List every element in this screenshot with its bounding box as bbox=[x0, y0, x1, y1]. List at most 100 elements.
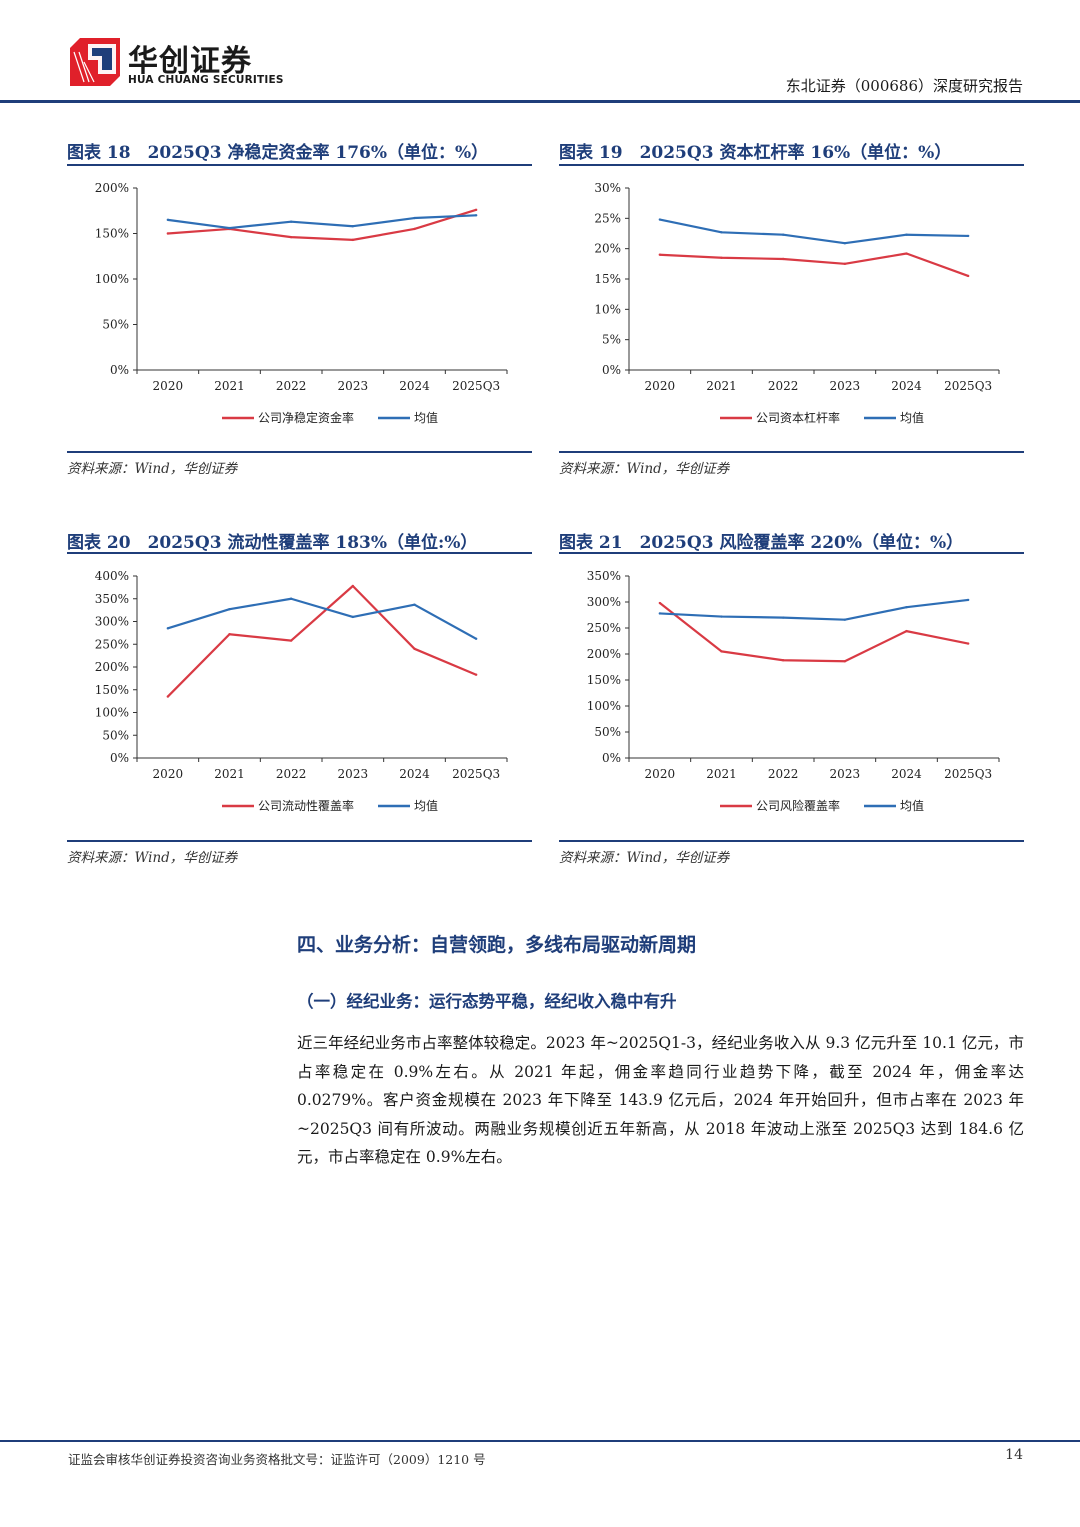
y-tick-label: 150% bbox=[95, 227, 129, 241]
chart-title: 图表 18 2025Q3 净稳定资金率 176%（单位：%） bbox=[67, 143, 489, 163]
data-point bbox=[474, 208, 478, 212]
x-tick-label: 2020 bbox=[153, 379, 184, 393]
header-divider bbox=[0, 100, 1080, 103]
y-tick-label: 100% bbox=[587, 699, 621, 713]
data-point bbox=[289, 220, 293, 223]
x-tick-label: 2022 bbox=[768, 767, 799, 781]
x-tick-label: 2025Q3 bbox=[944, 767, 992, 781]
chart-source: 资料来源：Wind，华创证券 bbox=[559, 850, 730, 866]
series-line-average bbox=[659, 598, 969, 621]
data-point bbox=[781, 659, 785, 662]
series-line-company bbox=[659, 602, 969, 663]
series-line-average bbox=[659, 218, 969, 245]
x-tick-label: 2023 bbox=[830, 767, 861, 781]
y-tick-label: 300% bbox=[587, 595, 621, 609]
logo-chinese-name: 华创证券 bbox=[128, 44, 252, 79]
data-point bbox=[413, 647, 416, 650]
data-point bbox=[905, 629, 908, 633]
y-tick-label: 50% bbox=[594, 725, 621, 739]
series-line-company bbox=[167, 208, 477, 241]
x-tick-label: 2024 bbox=[399, 767, 430, 781]
y-tick-label: 200% bbox=[95, 181, 129, 195]
data-point bbox=[720, 615, 723, 618]
x-tick-label: 2025Q3 bbox=[452, 767, 500, 781]
x-tick-label: 2021 bbox=[214, 379, 245, 393]
y-tick-label: 300% bbox=[95, 615, 129, 629]
data-point bbox=[351, 238, 355, 242]
x-tick-label: 2025Q3 bbox=[944, 379, 992, 393]
chart-title: 图表 19 2025Q3 资本杠杆率 16%（单位：%） bbox=[559, 143, 952, 163]
x-tick-label: 2022 bbox=[276, 767, 307, 781]
chart-title-divider bbox=[67, 164, 532, 166]
y-tick-label: 0% bbox=[110, 751, 129, 765]
data-point bbox=[228, 633, 231, 636]
data-point bbox=[966, 642, 970, 645]
legend-label: 公司资本杠杆率 bbox=[756, 410, 840, 425]
data-point bbox=[966, 234, 970, 238]
series-line-average bbox=[167, 597, 477, 640]
legend-label: 公司净稳定资金率 bbox=[258, 410, 354, 425]
data-point bbox=[413, 603, 416, 606]
report-title: 东北证券（000686）深度研究报告 bbox=[785, 77, 1023, 95]
x-tick-label: 2020 bbox=[645, 379, 676, 393]
data-point bbox=[166, 232, 170, 235]
chart-19-plot: 0% 5% 10% 15% 20% 25% 30% 2020 2021 2022 2023 2024 2… bbox=[594, 181, 1000, 425]
chart-title: 图表 21 2025Q3 风险覆盖率 220%（单位：%） bbox=[559, 533, 964, 553]
legend-label: 均值 bbox=[900, 798, 924, 813]
legend-label: 公司风险覆盖率 bbox=[756, 798, 840, 813]
body-paragraph: 近三年经纪业务市占率整体较稳定。2023 年~2025Q1-3，经纪业务收入从 … bbox=[297, 1034, 1024, 1166]
data-point bbox=[228, 608, 231, 611]
legend-label: 均值 bbox=[900, 410, 924, 425]
data-point bbox=[658, 601, 662, 605]
y-tick-label: 400% bbox=[95, 569, 129, 583]
data-point bbox=[166, 627, 170, 630]
x-tick-label: 2020 bbox=[645, 767, 676, 781]
y-tick-label: 0% bbox=[602, 363, 621, 377]
x-tick-label: 2025Q3 bbox=[452, 379, 500, 393]
x-tick-label: 2021 bbox=[706, 379, 737, 393]
data-point bbox=[474, 673, 478, 676]
data-point bbox=[843, 242, 847, 245]
x-tick-label: 2021 bbox=[706, 767, 737, 781]
y-tick-label: 150% bbox=[95, 683, 129, 697]
y-tick-label: 350% bbox=[587, 569, 621, 583]
x-tick-label: 2021 bbox=[214, 767, 245, 781]
section-heading: 四、业务分析：自营领跑，多线布局驱动新周期 bbox=[297, 934, 697, 956]
data-point bbox=[781, 233, 785, 236]
chart-20-plot: 0% 50% 100% 150% 200% 250% 300% 350% 400% 2020 202… bbox=[95, 569, 508, 813]
data-point bbox=[905, 252, 908, 255]
y-tick-label: 10% bbox=[594, 302, 621, 316]
chart-title-divider bbox=[67, 552, 532, 554]
y-tick-label: 200% bbox=[587, 647, 621, 661]
chart-title-divider bbox=[559, 164, 1024, 166]
data-point bbox=[413, 216, 416, 220]
series-line-company bbox=[659, 252, 969, 278]
y-tick-label: 50% bbox=[102, 318, 129, 332]
data-point bbox=[720, 231, 723, 234]
legend-label: 均值 bbox=[414, 410, 438, 425]
y-tick-label: 50% bbox=[102, 728, 129, 742]
data-point bbox=[289, 597, 293, 600]
logo-english-name: HUA CHUANG SECURITIES bbox=[128, 74, 284, 86]
chart-source: 资料来源：Wind，华创证券 bbox=[67, 461, 238, 477]
data-point bbox=[658, 253, 662, 256]
y-tick-label: 0% bbox=[602, 751, 621, 765]
chart-21-plot: 0% 50% 100% 150% 200% 250% 300% 350% 2020 2021 202… bbox=[587, 569, 1000, 813]
x-tick-label: 2024 bbox=[891, 767, 922, 781]
x-tick-label: 2023 bbox=[830, 379, 861, 393]
y-tick-label: 15% bbox=[594, 272, 621, 286]
data-point bbox=[720, 256, 723, 259]
y-tick-label: 200% bbox=[95, 660, 129, 674]
data-point bbox=[781, 257, 785, 261]
data-point bbox=[905, 233, 908, 236]
y-tick-label: 350% bbox=[95, 592, 129, 606]
data-point bbox=[966, 274, 970, 278]
x-tick-label: 2023 bbox=[338, 767, 369, 781]
chart-source: 资料来源：Wind，华创证券 bbox=[67, 850, 238, 866]
chart-bottom-divider bbox=[67, 840, 532, 842]
company-logo-icon bbox=[70, 38, 120, 86]
data-point bbox=[658, 218, 662, 221]
sub-heading: （一）经纪业务：运行态势平稳，经纪收入稳中有升 bbox=[297, 992, 677, 1011]
y-tick-label: 250% bbox=[95, 637, 129, 651]
x-tick-label: 2022 bbox=[768, 379, 799, 393]
